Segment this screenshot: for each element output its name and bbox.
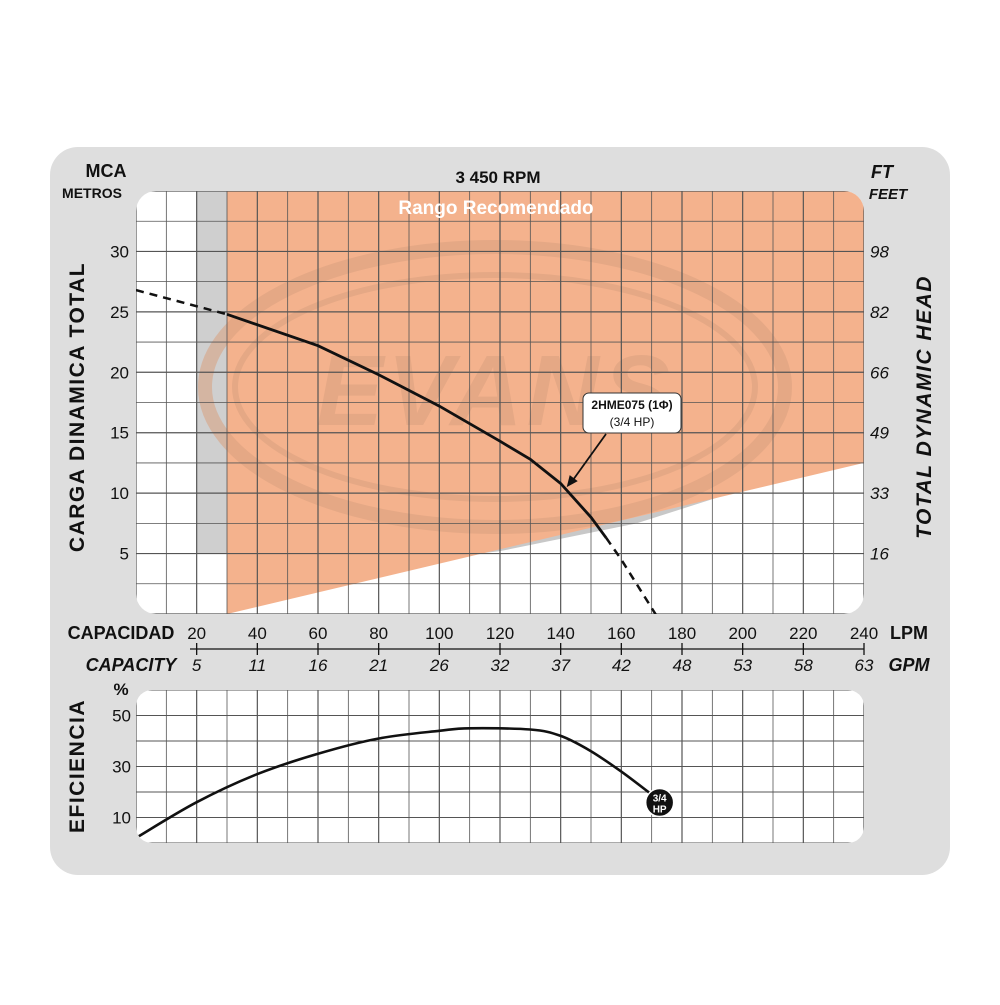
y-tick-label-right: 49 xyxy=(870,424,889,443)
y-tick-label-left: 20 xyxy=(110,363,129,382)
y-tick-label-left: 5 xyxy=(120,545,129,564)
efficiency-unit-label: % xyxy=(113,680,128,699)
y-tick-label-right: 82 xyxy=(870,303,889,322)
x-tick-label: 120 xyxy=(486,624,514,643)
x-tick-label: 80 xyxy=(369,624,388,643)
annotation-arrow-line xyxy=(570,433,607,484)
y-axis-label-left: CARGA DINAMICA TOTAL xyxy=(66,262,89,552)
hp-badge xyxy=(644,787,675,818)
annotation-sub: (3/4 HP) xyxy=(610,415,655,429)
x-tick-label: 60 xyxy=(309,624,328,643)
annotation-box xyxy=(582,392,682,434)
y-axis-label-right: TOTAL DYNAMIC HEAD xyxy=(913,275,936,539)
x-tick-label-alt: 5 xyxy=(192,656,202,675)
x-tick-label-alt: 48 xyxy=(673,656,692,675)
y-tick-label-left: 25 xyxy=(110,303,129,322)
left-unit-label: MCA xyxy=(86,161,127,181)
y-tick-label-left: 15 xyxy=(110,424,129,443)
x-axis-label: CAPACIDAD xyxy=(68,623,175,643)
x-tick-label-alt: 37 xyxy=(551,656,570,675)
x-tick-label: 100 xyxy=(425,624,453,643)
head-grid xyxy=(136,191,864,614)
rpm-title: 3 450 RPM xyxy=(455,168,540,187)
y-tick-label-right: 16 xyxy=(870,545,889,564)
x-tick-label-alt: 42 xyxy=(612,656,631,675)
x-axis-unit-alt: GPM xyxy=(888,655,930,675)
efficiency-y-tick-label: 10 xyxy=(112,809,131,828)
pump-curve-dashed-end xyxy=(605,537,659,614)
pump-curve-2hme075 xyxy=(226,312,608,539)
watermark-outer-ring xyxy=(198,240,792,534)
efficiency-axis-label: EFICIENCIA xyxy=(66,699,89,833)
x-tick-label-alt: 16 xyxy=(309,656,328,675)
right-unit-sub-label: FEET xyxy=(869,186,909,203)
annotation-label: 2HME075 (1Φ) xyxy=(591,398,672,412)
x-tick-label-alt: 32 xyxy=(491,656,510,675)
efficiency-y-tick-label: 50 xyxy=(112,707,131,726)
x-tick-label-alt: 58 xyxy=(794,656,813,675)
efficiency-grid xyxy=(136,690,864,843)
x-tick-label-alt: 53 xyxy=(733,656,752,675)
watermark-inner-ring xyxy=(232,272,758,502)
x-tick-label-alt: 26 xyxy=(429,656,449,675)
x-tick-label: 240 xyxy=(850,624,878,643)
x-axis-label-alt: CAPACITY xyxy=(86,655,179,675)
hp-badge-fraction: 3/4 xyxy=(653,794,667,805)
y-tick-label-left: 30 xyxy=(110,242,129,261)
annotation-arrow-head xyxy=(566,475,578,488)
efficiency-y-tick-label: 30 xyxy=(112,758,131,777)
y-tick-label-right: 98 xyxy=(870,242,889,261)
pump-curve-dashed-start xyxy=(136,288,228,316)
efficiency-plot-clip xyxy=(136,690,864,843)
y-tick-label-right: 66 xyxy=(870,363,889,382)
left-unit-sub-label: METROS xyxy=(62,185,122,201)
x-tick-label: 160 xyxy=(607,624,635,643)
y-tick-label-left: 10 xyxy=(110,484,129,503)
x-tick-label: 220 xyxy=(789,624,817,643)
x-tick-label: 200 xyxy=(728,624,756,643)
right-unit-label: FT xyxy=(871,162,895,182)
efficiency-curve xyxy=(136,726,653,840)
x-tick-label: 20 xyxy=(187,624,206,643)
y-tick-label-right: 33 xyxy=(870,484,889,503)
x-tick-label: 40 xyxy=(248,624,267,643)
x-tick-label-alt: 63 xyxy=(855,656,874,675)
x-tick-label-alt: 21 xyxy=(368,656,388,675)
x-axis-unit: LPM xyxy=(890,623,928,643)
hp-badge-unit: HP xyxy=(653,805,667,816)
x-tick-label-alt: 11 xyxy=(249,656,267,675)
x-tick-label: 140 xyxy=(546,624,574,643)
recommended-range-label: Rango Recomendado xyxy=(398,198,593,219)
x-tick-label: 180 xyxy=(668,624,696,643)
